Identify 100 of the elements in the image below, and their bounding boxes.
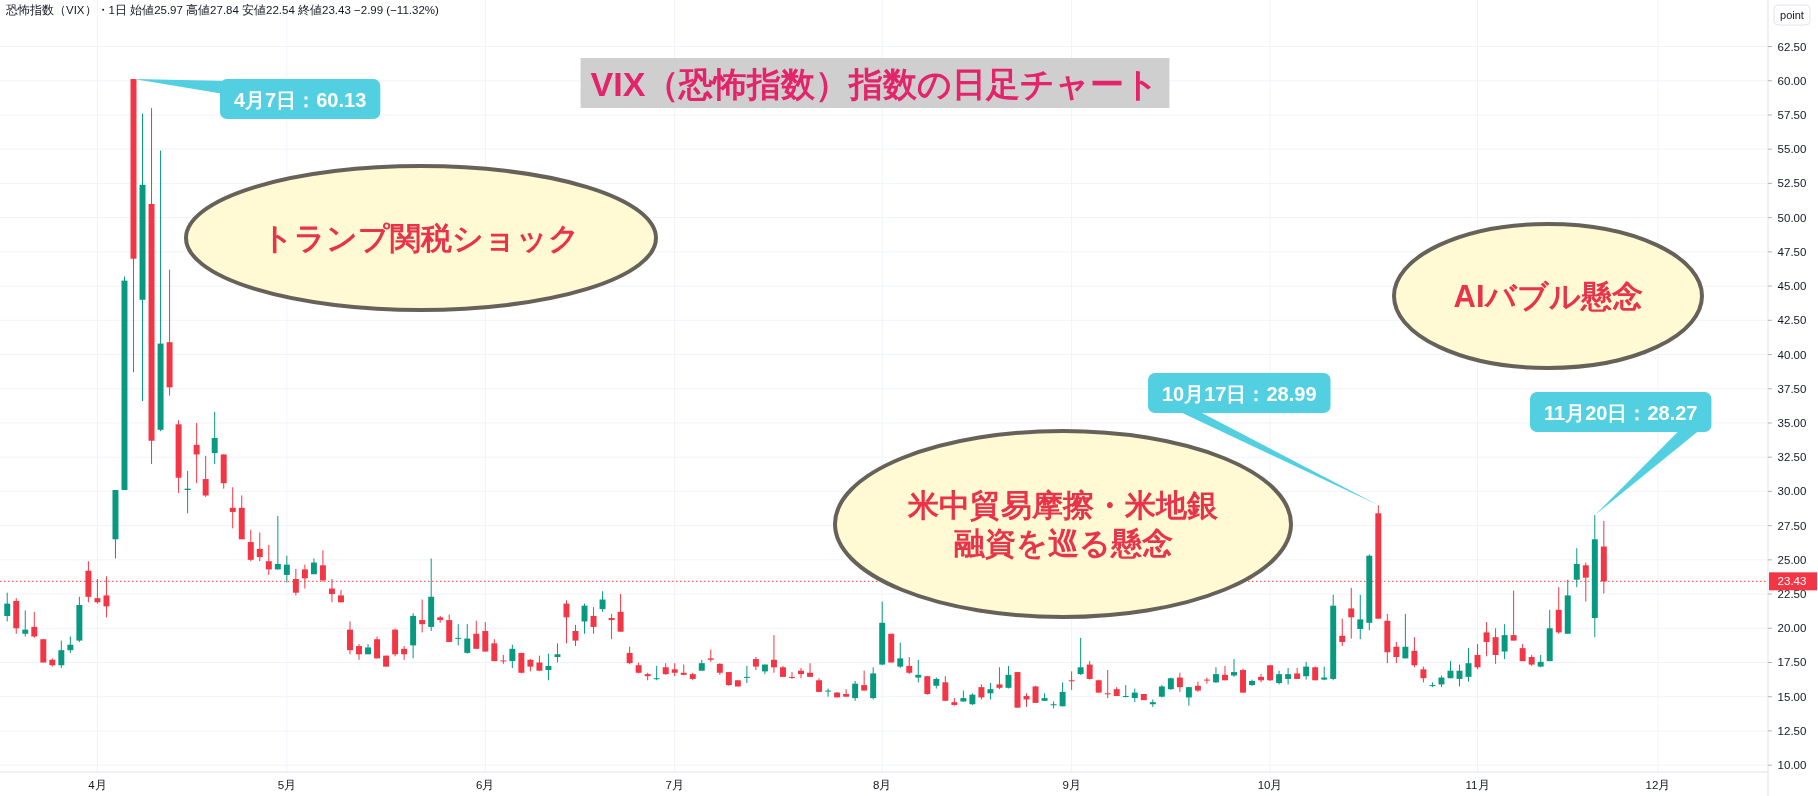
candlestick bbox=[996, 666, 1003, 690]
x-tick-label: 4月 bbox=[88, 779, 107, 791]
candlestick bbox=[897, 642, 904, 669]
candlestick bbox=[1122, 684, 1129, 698]
candlestick bbox=[789, 671, 795, 680]
candlestick bbox=[211, 411, 218, 465]
candlestick bbox=[22, 609, 29, 637]
note-oval: トランプ関税ショック bbox=[184, 164, 658, 312]
candlestick bbox=[924, 675, 931, 696]
ref-line-label: 23.43 bbox=[1777, 575, 1807, 588]
candlestick bbox=[843, 688, 850, 698]
candlestick bbox=[554, 642, 561, 663]
candlestick bbox=[301, 564, 308, 590]
x-tick-label: 7月 bbox=[665, 779, 684, 791]
x-tick-label: 11月 bbox=[1465, 779, 1490, 791]
candlestick bbox=[825, 688, 832, 698]
candlestick bbox=[1339, 618, 1346, 647]
candlestick bbox=[915, 659, 922, 683]
candlestick bbox=[347, 620, 353, 655]
candlestick bbox=[1411, 636, 1418, 668]
y-tick-label: 60.00 bbox=[1777, 74, 1807, 87]
y-tick-label: 45.00 bbox=[1777, 280, 1807, 293]
candlestick bbox=[807, 662, 814, 678]
candlestick bbox=[58, 640, 65, 669]
candlestick bbox=[545, 653, 552, 681]
candlestick bbox=[1068, 670, 1075, 691]
candlestick bbox=[473, 620, 480, 650]
candlestick bbox=[247, 529, 254, 562]
note-oval: 米中貿易摩擦・米地銀融資を巡る懸念 bbox=[833, 429, 1293, 619]
title: VIX（恐怖指数）指数の日足チャート bbox=[580, 58, 1170, 108]
candlestick bbox=[1194, 681, 1201, 693]
y-tick-label: 47.50 bbox=[1777, 245, 1807, 258]
candlestick bbox=[942, 675, 949, 702]
candlestick bbox=[1212, 666, 1219, 684]
annotation: 米中貿易摩擦・米地銀融資を巡る懸念 bbox=[907, 488, 1219, 561]
candlestick bbox=[482, 621, 489, 653]
candlestick bbox=[31, 611, 38, 639]
candlestick bbox=[419, 599, 426, 633]
y-tick-label: 37.50 bbox=[1777, 382, 1807, 395]
candlestick bbox=[1104, 669, 1111, 699]
x-tick-label: 9月 bbox=[1062, 779, 1081, 791]
candlestick bbox=[202, 455, 209, 498]
annotation: 10月17日：28.99 bbox=[1162, 383, 1317, 405]
candlestick bbox=[1474, 643, 1481, 670]
y-tick-label: 35.00 bbox=[1777, 416, 1807, 429]
candlestick bbox=[1393, 641, 1400, 664]
y-tick-label: 52.50 bbox=[1777, 177, 1807, 190]
candlestick bbox=[401, 645, 408, 661]
candlestick bbox=[446, 614, 453, 643]
candlestick bbox=[1501, 623, 1508, 660]
candlestick bbox=[852, 680, 859, 702]
annotation: AIバブル懸念 bbox=[1453, 279, 1643, 314]
candlestick bbox=[653, 665, 660, 681]
y-tick-label: 12.50 bbox=[1777, 724, 1807, 737]
y-tick-label: 30.00 bbox=[1777, 485, 1807, 498]
candlestick bbox=[1573, 547, 1580, 588]
candlestick bbox=[599, 590, 606, 613]
candlestick bbox=[1402, 613, 1409, 659]
candlestick bbox=[1077, 637, 1084, 676]
candlestick bbox=[1348, 587, 1355, 640]
candlestick bbox=[1221, 665, 1228, 681]
candlestick bbox=[798, 667, 804, 679]
y-tick-label: 32.50 bbox=[1777, 451, 1807, 464]
x-tick-label: 8月 bbox=[872, 779, 892, 791]
candlestick bbox=[256, 531, 263, 562]
candlestick bbox=[455, 623, 462, 646]
x-tick-label: 10月 bbox=[1257, 779, 1283, 791]
annotation: 4月7日：60.13 bbox=[234, 89, 367, 111]
candlestick bbox=[608, 613, 615, 640]
candlestick bbox=[274, 515, 281, 570]
candlestick bbox=[1203, 677, 1210, 685]
candlestick bbox=[4, 592, 11, 622]
annotation: 11月20日：28.27 bbox=[1544, 402, 1698, 424]
y-tick-label: 55.00 bbox=[1777, 143, 1807, 156]
y-tick-label: 50.00 bbox=[1777, 211, 1807, 224]
callout: 11月20日：28.27 bbox=[1530, 392, 1712, 515]
y-tick-label: 25.00 bbox=[1777, 553, 1807, 566]
candlestick bbox=[770, 634, 777, 674]
candlestick bbox=[1285, 667, 1292, 685]
y-tick-label: 15.00 bbox=[1777, 690, 1807, 703]
y-tick-label: 22.50 bbox=[1777, 588, 1807, 601]
candlestick bbox=[617, 593, 624, 633]
candlestick bbox=[707, 648, 714, 663]
candlestick bbox=[509, 644, 516, 669]
candlestick bbox=[1176, 672, 1183, 693]
candlestick bbox=[464, 623, 471, 655]
candlestick bbox=[1231, 658, 1237, 678]
note-oval: AIバブル懸念 bbox=[1392, 222, 1704, 370]
x-tick-label: 6月 bbox=[476, 779, 495, 791]
candlestick bbox=[1483, 621, 1490, 657]
candlestick bbox=[861, 670, 868, 692]
candlestick bbox=[1492, 627, 1499, 665]
y-tick-label: 42.50 bbox=[1777, 314, 1807, 327]
y-tick-label: 17.50 bbox=[1777, 656, 1807, 669]
candlestick bbox=[1086, 660, 1093, 681]
y-tick-label: 40.00 bbox=[1777, 348, 1807, 361]
candlestick bbox=[283, 555, 290, 583]
chart-subtitle: 恐怖指数（VIX）・1日 始値25.97 高値27.84 安値22.54 終値23.43 −2.99 (−11.32%) bbox=[5, 3, 440, 17]
candlestick bbox=[1357, 594, 1364, 640]
x-tick-label: 12月 bbox=[1645, 779, 1671, 791]
